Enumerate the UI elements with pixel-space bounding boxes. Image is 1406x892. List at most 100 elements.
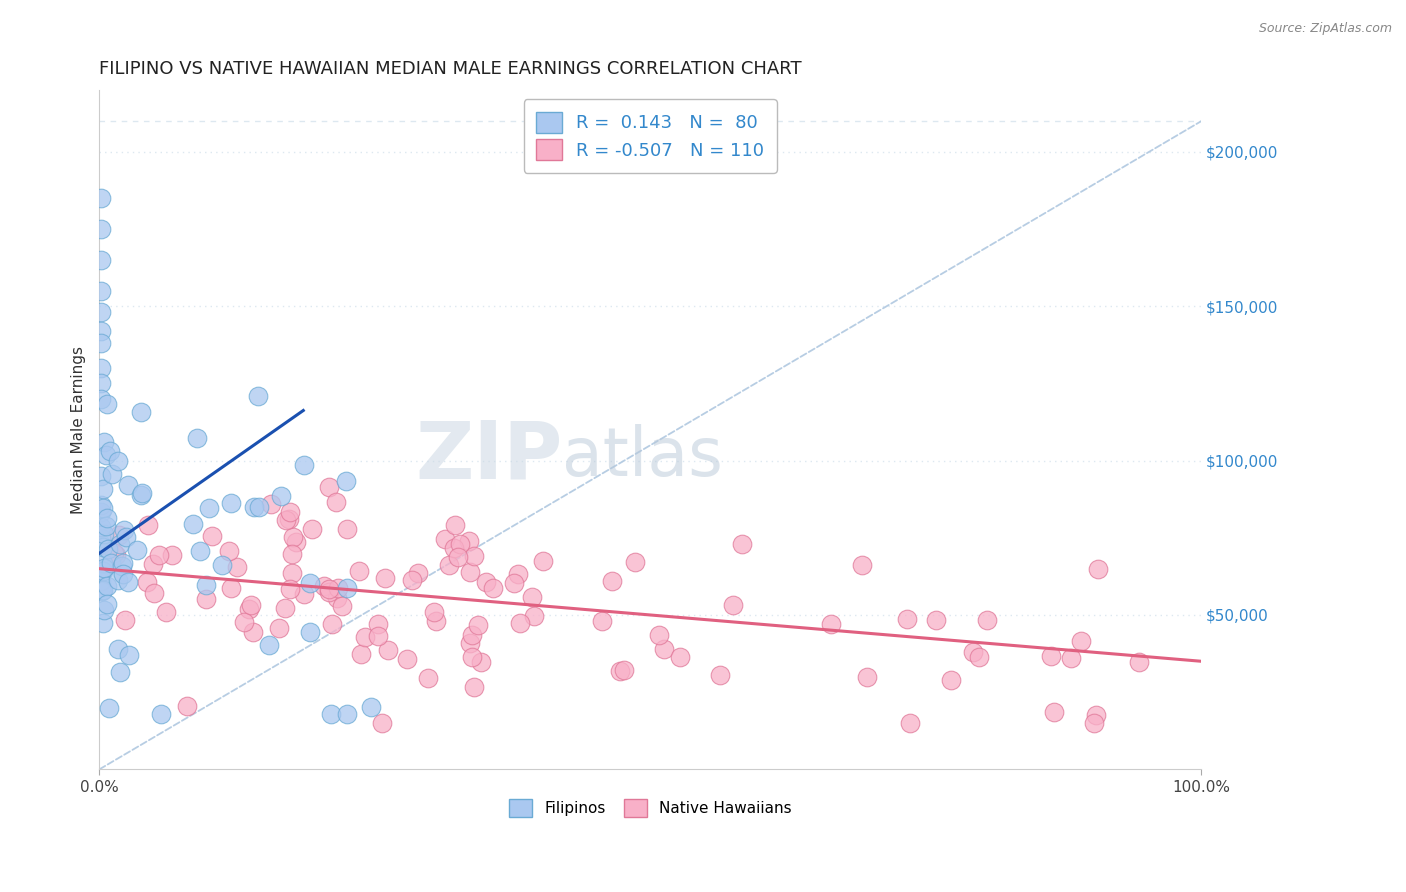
Point [129,405,152,419]
Point [298,624,321,639]
Point [103,546,125,560]
Point [270,489,292,503]
Point [181,517,204,532]
Point [176,698,198,713]
Point [98,701,121,715]
Point [112,566,135,581]
Point [976,613,998,627]
Point [652,641,675,656]
Point [107,528,129,542]
Point [613,663,636,677]
Point [475,574,498,589]
Point [90,305,112,319]
Point [401,573,423,587]
Point [90,253,112,268]
Point [136,574,159,589]
Point [148,549,170,563]
Point [194,591,217,606]
Point [91,615,114,630]
Point [160,548,183,562]
Point [243,500,266,515]
Point [423,605,446,619]
Point [336,581,359,595]
Point [96,580,118,594]
Point [150,706,173,721]
Point [1083,716,1105,731]
Point [301,522,323,536]
Point [312,578,335,592]
Point [117,574,139,589]
Point [90,324,112,338]
Point [321,617,343,632]
Point [1128,655,1150,669]
Legend: Filipinos, Native Hawaiians: Filipinos, Native Hawaiians [503,793,797,822]
Point [280,505,302,519]
Point [531,554,554,568]
Point [325,495,347,509]
Point [240,598,263,612]
Point [463,680,485,694]
Point [523,609,546,624]
Point [502,575,524,590]
Point [856,670,879,684]
Point [90,361,112,376]
Point [600,574,623,588]
Point [851,558,873,572]
Point [90,536,112,550]
Point [349,564,371,578]
Point [709,668,731,682]
Point [820,616,842,631]
Point [138,518,160,533]
Point [91,482,114,496]
Point [96,597,118,611]
Point [292,458,315,472]
Point [90,469,112,483]
Point [284,534,307,549]
Point [218,543,240,558]
Point [90,392,112,407]
Point [246,389,269,403]
Point [90,498,112,512]
Point [446,549,468,564]
Point [96,511,118,525]
Point [118,648,141,663]
Point [201,529,224,543]
Point [318,585,340,599]
Point [731,536,754,550]
Point [93,501,115,516]
Point [624,555,647,569]
Point [111,557,134,571]
Point [94,448,117,462]
Point [367,616,389,631]
Point [274,513,297,527]
Point [281,566,304,580]
Point [98,443,121,458]
Point [93,603,115,617]
Point [460,635,482,649]
Point [90,222,112,236]
Point [406,566,429,581]
Point [924,613,946,627]
Point [939,673,962,688]
Text: ZIP: ZIP [415,418,562,496]
Point [267,621,290,635]
Point [325,591,347,606]
Point [90,336,112,351]
Point [520,591,543,605]
Point [107,642,129,657]
Point [238,602,260,616]
Point [197,501,219,516]
Point [129,488,152,502]
Point [461,628,484,642]
Point [186,431,208,445]
Point [90,583,112,598]
Point [97,541,120,556]
Point [114,613,136,627]
Point [898,716,921,731]
Point [188,543,211,558]
Point [101,467,124,482]
Point [463,549,485,564]
Point [90,581,112,595]
Point [418,671,440,685]
Point [350,647,373,661]
